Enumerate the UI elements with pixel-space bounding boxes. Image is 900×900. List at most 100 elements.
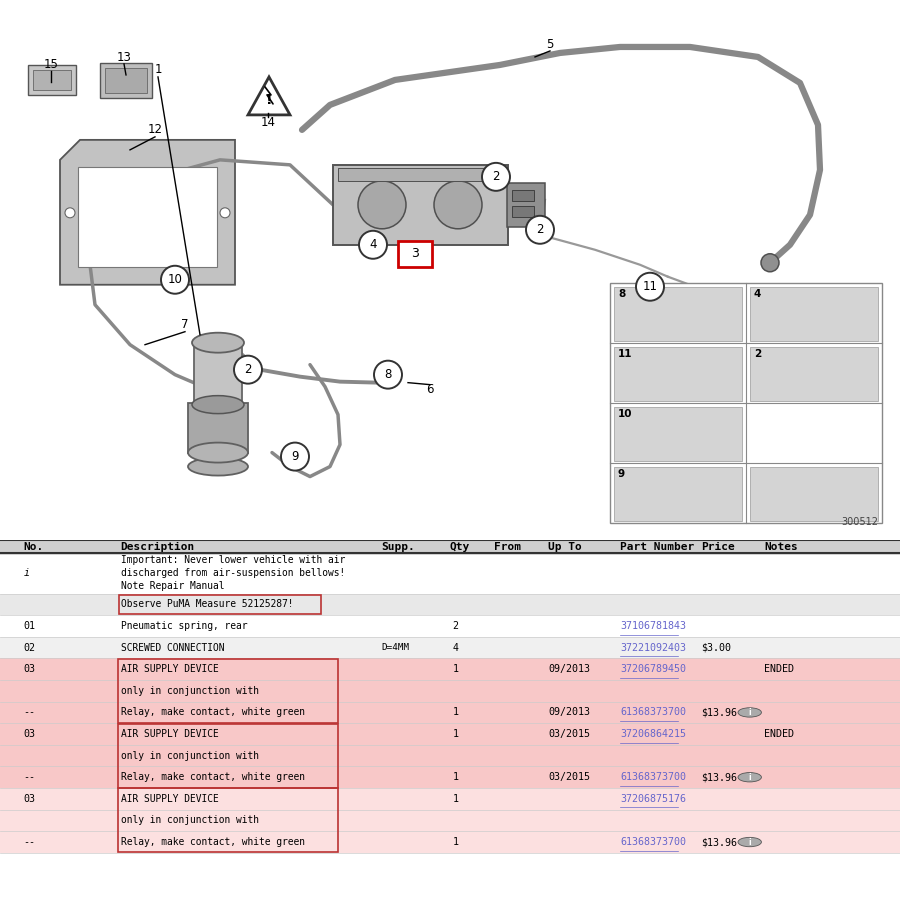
Bar — [0, 616, 900, 637]
Bar — [119, 595, 321, 614]
Text: $3.00: $3.00 — [701, 643, 731, 652]
Text: 1: 1 — [453, 729, 459, 739]
Text: i: i — [749, 838, 751, 847]
Text: $13.96: $13.96 — [701, 837, 737, 847]
Text: 1: 1 — [453, 664, 459, 674]
Text: AIR SUPPLY DEVICE: AIR SUPPLY DEVICE — [121, 794, 219, 804]
Circle shape — [374, 361, 402, 389]
Bar — [614, 287, 742, 341]
Text: 61368373700: 61368373700 — [620, 772, 686, 782]
Bar — [512, 190, 534, 201]
Circle shape — [482, 163, 510, 191]
Text: i: i — [749, 708, 751, 717]
Text: Price: Price — [701, 542, 734, 552]
Text: 02: 02 — [23, 643, 35, 652]
Text: Part Number: Part Number — [620, 542, 695, 552]
Text: 4: 4 — [453, 643, 459, 652]
Text: 03: 03 — [23, 729, 35, 739]
Text: 4: 4 — [754, 289, 761, 299]
Text: ENDED: ENDED — [764, 729, 794, 739]
Bar — [28, 65, 76, 94]
Circle shape — [738, 772, 761, 782]
Ellipse shape — [192, 396, 244, 414]
Text: !: ! — [266, 93, 272, 107]
Text: 15: 15 — [43, 58, 58, 71]
Text: No.: No. — [23, 542, 43, 552]
Text: 09/2013: 09/2013 — [548, 707, 590, 717]
Text: 1: 1 — [154, 63, 162, 76]
Circle shape — [636, 273, 664, 301]
Text: Relay, make contact, white green: Relay, make contact, white green — [121, 837, 304, 847]
Bar — [0, 788, 900, 810]
Text: 1: 1 — [453, 707, 459, 717]
Bar — [333, 165, 508, 245]
Text: 8: 8 — [618, 289, 626, 299]
Text: 03/2015: 03/2015 — [548, 729, 590, 739]
Bar — [0, 767, 900, 788]
Text: i: i — [749, 773, 751, 782]
Bar — [338, 167, 503, 181]
Bar — [0, 553, 900, 594]
Text: 13: 13 — [117, 51, 131, 65]
Text: 01: 01 — [23, 621, 35, 631]
Text: i: i — [23, 568, 30, 578]
Bar — [188, 402, 248, 453]
Text: 37206864215: 37206864215 — [620, 729, 686, 739]
Text: 9: 9 — [618, 469, 626, 479]
Circle shape — [281, 443, 309, 471]
Bar — [614, 346, 742, 400]
Text: 11: 11 — [643, 280, 658, 293]
Text: 1: 1 — [453, 772, 459, 782]
Text: 37206875176: 37206875176 — [620, 794, 686, 804]
Bar — [0, 680, 900, 702]
Text: Observe PuMA Measure 52125287!: Observe PuMA Measure 52125287! — [121, 599, 293, 609]
Text: 7: 7 — [181, 319, 189, 331]
Text: Relay, make contact, white green: Relay, make contact, white green — [121, 772, 304, 782]
Bar — [512, 206, 534, 217]
Circle shape — [234, 356, 262, 383]
Text: Important: Never lower vehicle with air
discharged from air-suspension bellows!
: Important: Never lower vehicle with air … — [121, 555, 345, 591]
Text: 8: 8 — [384, 368, 392, 382]
Text: Pneumatic spring, rear: Pneumatic spring, rear — [121, 621, 248, 631]
Text: 14: 14 — [260, 116, 275, 130]
Text: 2: 2 — [492, 170, 500, 184]
Ellipse shape — [188, 457, 248, 475]
Polygon shape — [60, 140, 235, 284]
Bar — [0, 594, 900, 616]
Text: ENDED: ENDED — [764, 664, 794, 674]
Text: AIR SUPPLY DEVICE: AIR SUPPLY DEVICE — [121, 664, 219, 674]
Text: $13.96: $13.96 — [701, 772, 737, 782]
Text: --: -- — [23, 772, 35, 782]
Bar — [118, 724, 338, 788]
Bar — [0, 659, 900, 680]
Text: 03: 03 — [23, 664, 35, 674]
Text: 03/2015: 03/2015 — [548, 772, 590, 782]
Text: only in conjunction with: only in conjunction with — [121, 751, 258, 760]
Text: 10: 10 — [618, 409, 633, 419]
Bar — [398, 241, 432, 266]
Circle shape — [161, 266, 189, 293]
Text: Description: Description — [121, 542, 195, 552]
Text: Up To: Up To — [548, 542, 582, 552]
Circle shape — [434, 181, 482, 229]
Circle shape — [526, 216, 554, 244]
Text: $13.96: $13.96 — [701, 707, 737, 717]
Text: 2: 2 — [536, 223, 544, 237]
Circle shape — [220, 208, 230, 218]
Bar — [0, 724, 900, 745]
Bar — [750, 287, 878, 341]
Text: D=4MM: D=4MM — [382, 644, 410, 652]
Text: --: -- — [23, 837, 35, 847]
Text: Relay, make contact, white green: Relay, make contact, white green — [121, 707, 304, 717]
Bar — [194, 341, 242, 402]
Bar — [105, 68, 147, 93]
Bar — [0, 810, 900, 832]
Bar — [0, 702, 900, 724]
Bar — [0, 832, 900, 853]
Text: 11: 11 — [618, 348, 633, 359]
Text: 2: 2 — [244, 364, 252, 376]
Bar — [33, 70, 71, 90]
Bar — [118, 788, 338, 852]
Bar — [610, 283, 882, 523]
Text: 2: 2 — [453, 621, 459, 631]
